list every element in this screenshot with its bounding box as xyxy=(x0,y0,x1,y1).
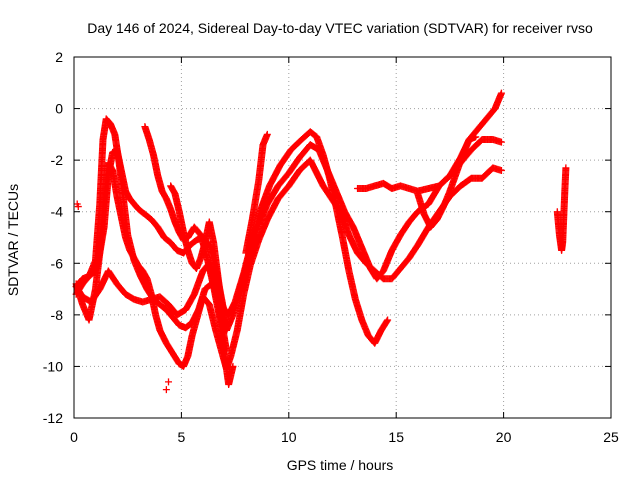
y-tick-label: 2 xyxy=(55,49,63,65)
series-track-g xyxy=(242,130,271,257)
data-point xyxy=(384,316,392,324)
data-point xyxy=(223,326,231,334)
data-point xyxy=(497,89,505,97)
chart-title: Day 146 of 2024, Sidereal Day-to-day VTE… xyxy=(87,20,593,36)
data-marks xyxy=(72,89,570,394)
x-tick-label: 0 xyxy=(70,429,78,445)
y-tick-label: -6 xyxy=(51,255,64,271)
x-tick-label: 5 xyxy=(178,429,186,445)
y-tick-label: -8 xyxy=(51,307,64,323)
data-point xyxy=(74,203,82,211)
data-point xyxy=(472,133,480,141)
y-tick-label: -10 xyxy=(43,358,63,374)
series-track-j xyxy=(553,164,570,254)
data-point xyxy=(165,378,173,386)
y-axis-label: SDTVAR / TECUs xyxy=(5,184,21,296)
data-point xyxy=(162,386,170,394)
x-tick-label: 25 xyxy=(603,429,619,445)
series-track-f xyxy=(167,182,231,334)
series-isolated xyxy=(73,200,349,394)
y-tick-label: -4 xyxy=(51,204,64,220)
y-tick-label: -12 xyxy=(43,410,63,426)
data-point xyxy=(562,164,570,172)
data-point xyxy=(497,138,505,146)
data-point xyxy=(341,213,349,221)
x-tick-label: 15 xyxy=(388,429,404,445)
x-axis-label: GPS time / hours xyxy=(287,457,394,473)
data-point xyxy=(229,362,237,370)
plot-frame xyxy=(73,56,612,419)
series-track-i xyxy=(414,133,480,231)
series-track-c xyxy=(72,115,392,347)
x-tick-label: 10 xyxy=(281,429,297,445)
y-tick-label: -2 xyxy=(51,152,64,168)
data-point xyxy=(497,166,505,174)
x-tick-label: 20 xyxy=(496,429,512,445)
y-tick-label: 0 xyxy=(55,101,63,117)
data-point xyxy=(263,130,271,138)
